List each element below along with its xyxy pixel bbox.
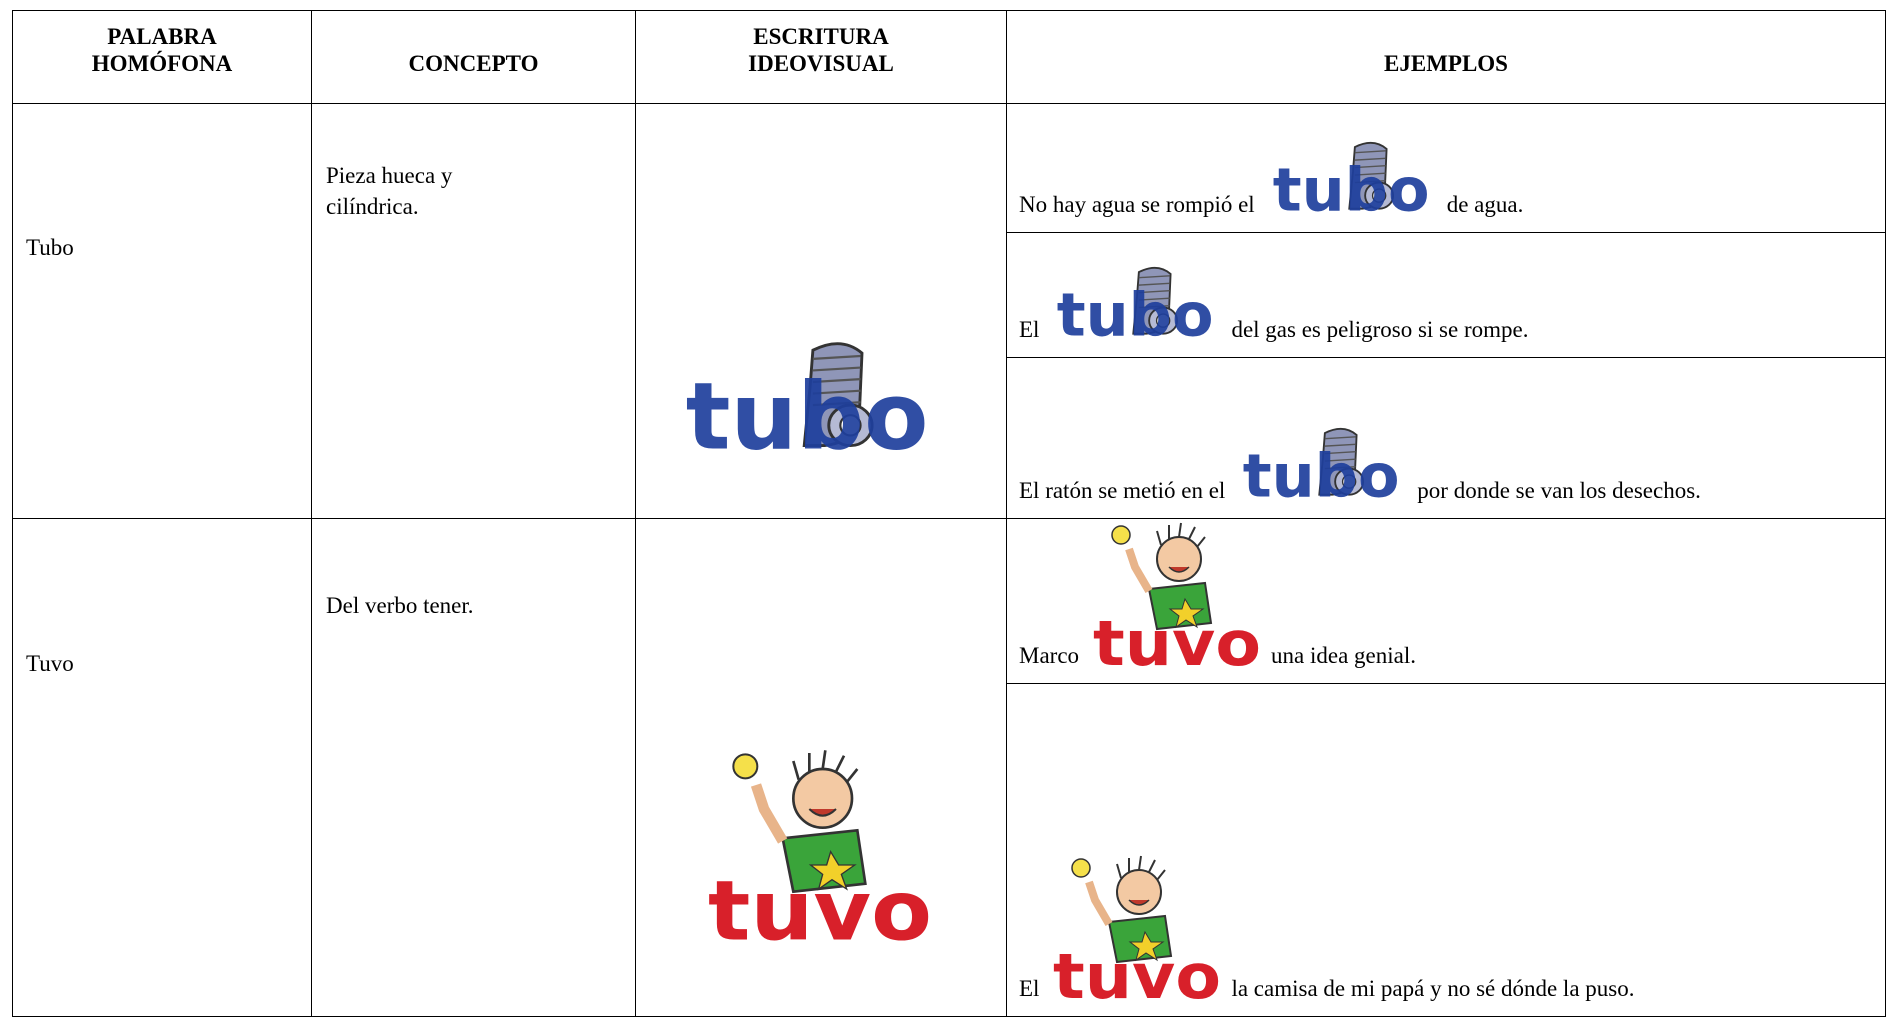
hair: [1116, 855, 1167, 881]
pipe-ring: [812, 401, 861, 407]
inline-illustration: tubo: [1047, 259, 1227, 351]
image-word: tuvo: [708, 864, 932, 960]
pipe-ring: [1325, 451, 1357, 455]
smile: [1168, 566, 1190, 573]
bulb: [1111, 525, 1131, 545]
inline-illustration: tuvo: [1087, 519, 1267, 680]
example-text: una idea genial.: [1271, 643, 1416, 668]
arm: [1085, 880, 1113, 927]
image-word: tuvo: [1093, 607, 1261, 669]
tubo-drawing: tubo: [1243, 427, 1400, 512]
tubo-drawing: tubo: [686, 342, 929, 470]
pipe-ring: [812, 366, 861, 372]
example-text: Marco: [1019, 643, 1080, 668]
pipe-ring: [812, 389, 861, 395]
arm: [1125, 547, 1153, 594]
tubo-drawing: tubo: [1272, 141, 1429, 226]
pipe-ring: [1139, 282, 1171, 286]
body: [781, 828, 867, 894]
pipe-hole: [1342, 474, 1357, 489]
image-word: tubo: [1272, 157, 1429, 218]
hair: [792, 750, 859, 784]
image-word: tubo: [1243, 443, 1400, 504]
concept: Pieza hueca y cilíndrica.: [326, 163, 453, 220]
inline-illustration: tubo: [1233, 420, 1413, 512]
pipe-ring: [1139, 290, 1171, 294]
pipe-ring: [1354, 172, 1386, 176]
image-word: tubo: [686, 362, 929, 460]
pipe-ring: [812, 354, 861, 360]
illustration: tuvo: [700, 680, 940, 1016]
example-text: de agua.: [1446, 192, 1524, 217]
pipe-ring: [1354, 165, 1386, 169]
body: [1108, 914, 1173, 964]
arm: [750, 783, 788, 844]
example-cell: Marco tuvo una idea genial.: [1006, 518, 1886, 684]
word-cell: [12, 103, 312, 519]
illustration: tubo: [660, 330, 960, 470]
star: [1128, 930, 1166, 962]
image-word: tuvo: [1053, 940, 1221, 1002]
example-text: El: [1019, 317, 1040, 342]
star: [808, 850, 857, 891]
tubo-drawing: tubo: [1057, 266, 1214, 351]
pipe-ring: [1139, 297, 1171, 301]
example-text: El ratón se metió en el: [1019, 478, 1226, 503]
example-cell: El tubo del gas es peligroso si se rompe.: [1006, 232, 1886, 358]
head: [792, 767, 854, 829]
word: Tubo: [26, 235, 74, 260]
example-text: El: [1019, 976, 1040, 1001]
pipe-hole: [839, 414, 862, 437]
word: Tuvo: [26, 651, 74, 676]
pipe-ring: [1139, 275, 1171, 279]
pipe-ring: [1139, 304, 1171, 309]
pipe-ring: [1325, 443, 1357, 447]
pipe-ring: [1325, 465, 1357, 470]
example-text: No hay agua se rompió el: [1019, 192, 1255, 217]
pipe-ring: [1354, 150, 1386, 154]
bulb: [1071, 858, 1092, 878]
pipe-ring: [1354, 157, 1386, 161]
pipe-ring: [1325, 436, 1357, 440]
head: [1156, 536, 1203, 582]
inline-illustration: tubo: [1263, 134, 1443, 226]
concept: Del verbo tener.: [326, 593, 474, 618]
smile: [808, 808, 837, 817]
inline-illustration: tuvo: [1047, 852, 1227, 1013]
word-cell: [12, 518, 312, 1017]
tuvo-drawing: tuvo: [1053, 855, 1221, 1013]
header-cell: CONCEPTO: [311, 10, 636, 104]
example-text: por donde se van los desechos.: [1417, 478, 1701, 503]
example-cell: El tuvo la camisa de mi papá y no sé dónde…: [1006, 683, 1886, 1017]
body: [1147, 581, 1213, 631]
head: [1116, 869, 1163, 915]
pipe-ring: [1354, 179, 1386, 184]
example-text: la camisa de mi papá y no sé dónde la pu…: [1231, 976, 1635, 1001]
example-cell: No hay agua se rompió el tubo de agua.: [1006, 103, 1886, 233]
example-text: del gas es peligroso si se rompe.: [1231, 317, 1529, 342]
pipe-hole: [1156, 313, 1171, 328]
bulb: [732, 753, 759, 780]
pipe-hole: [1371, 188, 1387, 203]
pipe-ring: [1325, 458, 1357, 462]
tuvo-drawing: tuvo: [1093, 522, 1261, 680]
header-cell: EJEMPLOS: [1006, 10, 1886, 104]
image-word: tubo: [1057, 282, 1214, 343]
header-cell: ESCRITURA IDEOVISUAL: [635, 10, 1007, 104]
tuvo-drawing: tuvo: [708, 750, 932, 960]
hair: [1156, 522, 1206, 548]
star: [1168, 597, 1205, 629]
example-cell: El ratón se metió en el tubo por donde se …: [1006, 357, 1886, 519]
header-cell: PALABRA HOMÓFONA: [12, 10, 312, 104]
pipe-ring: [812, 378, 861, 384]
smile: [1128, 899, 1150, 906]
